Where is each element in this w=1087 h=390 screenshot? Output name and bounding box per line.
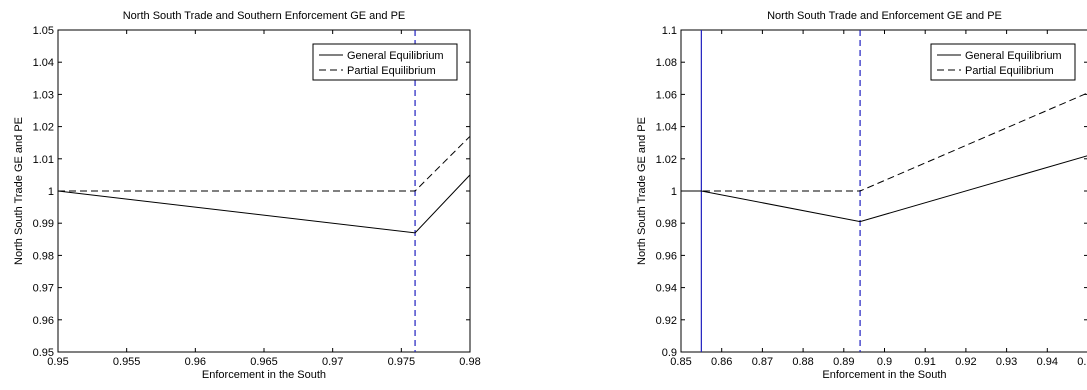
x-tick-label: 0.86 [711,356,732,368]
legend-label: General Equilibrium [965,50,1062,62]
y-tick-label: 0.94 [656,283,677,295]
x-tick-label: 0.87 [752,356,773,368]
y-tick-label: 1 [671,186,677,198]
x-tick-label: 0.92 [955,356,976,368]
y-tick-label: 0.92 [656,315,677,327]
x-tick-label: 0.91 [914,356,935,368]
y-tick-label: 0.9 [662,347,677,359]
series-line-general-equilibrium [681,155,1087,223]
x-tick-label: 0.95 [1077,356,1087,368]
y-axis-label: North South Trade GE and PE [13,117,25,265]
y-tick-label: 0.96 [33,315,54,327]
y-tick-label: 1 [48,186,54,198]
series-line-partial-equilibrium [681,92,1087,192]
chart-title: North South Trade and Southern Enforceme… [123,10,406,22]
x-tick-label: 0.97 [322,356,343,368]
y-tick-label: 1.01 [33,154,54,166]
y-tick-label: 0.98 [656,218,677,230]
legend-box [930,43,1076,81]
x-axis-label: Enforcement in the South [822,369,946,381]
y-tick-label: 1.05 [33,25,54,37]
x-tick-label: 0.93 [996,356,1017,368]
x-tick-label: 0.96 [185,356,206,368]
y-tick-label: 0.99 [33,218,54,230]
chart-1: 0.95 0.955 0.96 0.965 0.97 0.975 0.98 0.95 0.96 0… [13,10,481,381]
chart-2: 0.85 0.86 0.87 0.88 0.89 0.9 0.91 0.92 0.93 0.94 0… [636,10,1087,381]
x-tick-label: 0.955 [113,356,141,368]
x-axis-label: Enforcement in the South [202,369,326,381]
y-tick-label: 1.04 [656,122,677,134]
y-axis-label: North South Trade GE and PE [636,117,648,265]
x-tick-label: 0.975 [388,356,416,368]
legend-label: General Equilibrium [347,50,444,62]
y-tick-label: 0.97 [33,283,54,295]
legend-label: Partial Equilibrium [347,65,436,77]
x-tick-label: 0.98 [459,356,480,368]
series-line-general-equilibrium [57,174,471,234]
y-tick-label: 1.02 [33,122,54,134]
y-tick-label: 1.1 [662,25,677,37]
y-tick-label: 1.08 [656,57,677,69]
legend: General Equilibrium Partial Equilibrium [312,43,458,81]
chart-title: North South Trade and Enforcement GE and… [767,10,1002,22]
y-tick-label: 1.02 [656,154,677,166]
y-tick-label: 1.03 [33,89,54,101]
x-tick-label: 0.965 [250,356,278,368]
x-tick-label: 0.85 [670,356,691,368]
y-tick-label: 1.04 [33,57,54,69]
legend-box [312,43,458,81]
x-tick-label: 0.9 [877,356,892,368]
y-tick-label: 0.95 [33,347,54,359]
x-tick-label: 0.95 [47,356,68,368]
x-tick-label: 0.94 [1037,356,1058,368]
series-line-partial-equilibrium [58,135,471,192]
x-tick-label: 0.89 [833,356,854,368]
x-tick-label: 0.88 [792,356,813,368]
y-tick-label: 1.06 [656,89,677,101]
legend: General Equilibrium Partial Equilibrium [930,43,1076,81]
y-tick-label: 0.98 [33,250,54,262]
y-tick-label: 0.96 [656,250,677,262]
legend-label: Partial Equilibrium [965,65,1054,77]
